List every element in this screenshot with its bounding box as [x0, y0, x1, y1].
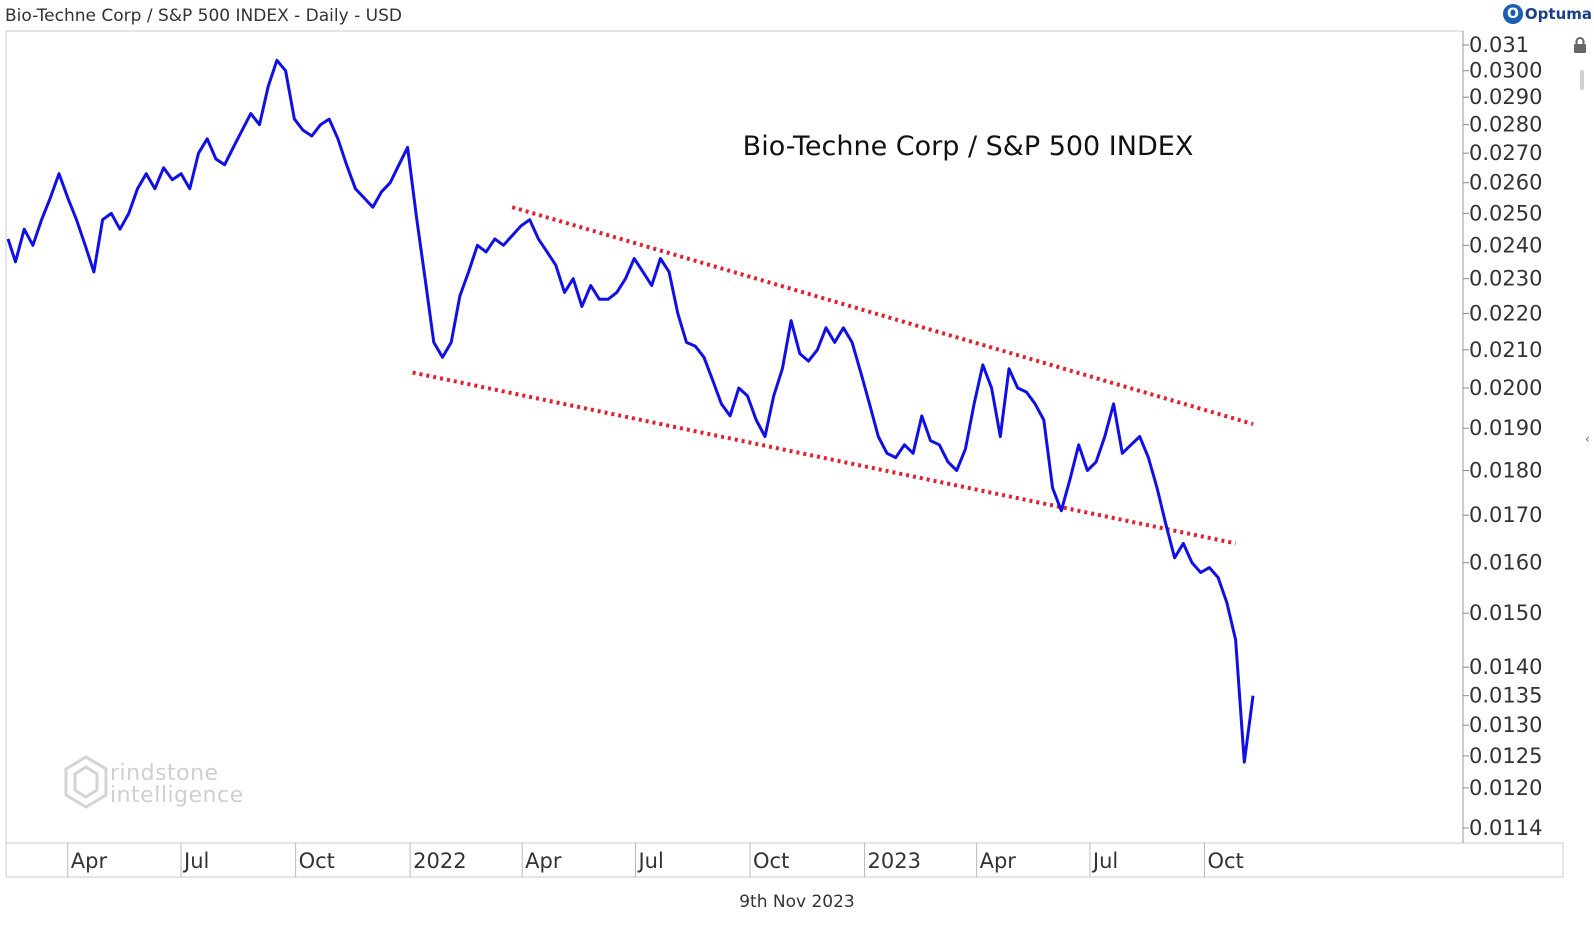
x-tick-label: Jul — [1091, 849, 1118, 873]
y-tick-label: 0.0180 — [1469, 459, 1542, 483]
footer-date: 9th Nov 2023 — [739, 892, 855, 912]
grindstone-logo-icon — [64, 755, 108, 809]
x-tick-label: Oct — [1207, 849, 1243, 873]
y-tick-label: 0.0160 — [1469, 551, 1542, 575]
optuma-brand: O Optuma — [1502, 4, 1592, 24]
x-tick-label: Oct — [299, 849, 335, 873]
y-tick-label: 0.0250 — [1469, 201, 1542, 225]
y-tick-label: 0.0220 — [1469, 301, 1542, 325]
y-tick-label: 0.0300 — [1469, 59, 1542, 83]
y-tick-label: 0.0290 — [1469, 85, 1542, 109]
y-tick-label: 0.0190 — [1469, 416, 1542, 440]
ratio-series-line — [6, 58, 1255, 764]
lower-trendline — [412, 370, 1236, 546]
y-tick-label: 0.0140 — [1469, 655, 1542, 679]
chart-title: Bio-Techne Corp / S&P 500 INDEX — [743, 131, 1194, 162]
x-tick-label: Jul — [636, 849, 663, 873]
brand-name: Optuma — [1524, 5, 1592, 23]
y-tick-label: 0.0270 — [1469, 141, 1542, 165]
scrollbar-icon[interactable] — [1577, 70, 1587, 90]
y-tick-label: 0.0240 — [1469, 233, 1542, 257]
y-tick-label: 0.0170 — [1469, 503, 1542, 527]
y-tick-label: 0.0200 — [1469, 376, 1542, 400]
optuma-logo-icon: O — [1502, 4, 1523, 24]
x-tick-label: Oct — [753, 849, 789, 873]
panel-collapse-icon[interactable]: ‹ — [1585, 432, 1590, 446]
x-tick-label: 2022 — [413, 849, 466, 873]
x-tick-label: Apr — [525, 849, 562, 873]
watermark-line2: intelligence — [110, 783, 244, 808]
chart-header-title: Bio-Techne Corp / S&P 500 INDEX - Daily … — [5, 6, 402, 26]
y-tick-label: 0.0130 — [1469, 713, 1542, 737]
x-axis: Apr Jul Oct 2022 Apr Jul Oct 2023 Apr Jul Oct — [67, 843, 1244, 877]
y-tick-label: 0.0280 — [1469, 113, 1542, 137]
y-tick-label: 0.0150 — [1469, 601, 1542, 625]
y-tick-label: 0.0260 — [1469, 171, 1542, 195]
x-tick-label: 2023 — [868, 849, 921, 873]
lock-icon[interactable] — [1572, 36, 1588, 54]
y-tick-label: 0.0114 — [1469, 816, 1542, 840]
y-tick-label: 0.031 — [1469, 33, 1529, 57]
y-tick-label: 0.0230 — [1469, 267, 1542, 291]
trendlines — [412, 205, 1254, 546]
x-tick-label: Apr — [980, 849, 1017, 873]
x-axis-band — [5, 842, 1564, 878]
y-tick-label: 0.0210 — [1469, 338, 1542, 362]
plot-area-border — [5, 30, 1464, 844]
y-tick-label: 0.0120 — [1469, 776, 1542, 800]
watermark-line1: rindstone — [110, 761, 219, 786]
y-tick-label: 0.0135 — [1469, 684, 1542, 708]
x-tick-label: Apr — [71, 849, 108, 873]
y-tick-label: 0.0125 — [1469, 744, 1542, 768]
x-tick-label: Jul — [182, 849, 209, 873]
upper-trendline — [511, 205, 1254, 427]
